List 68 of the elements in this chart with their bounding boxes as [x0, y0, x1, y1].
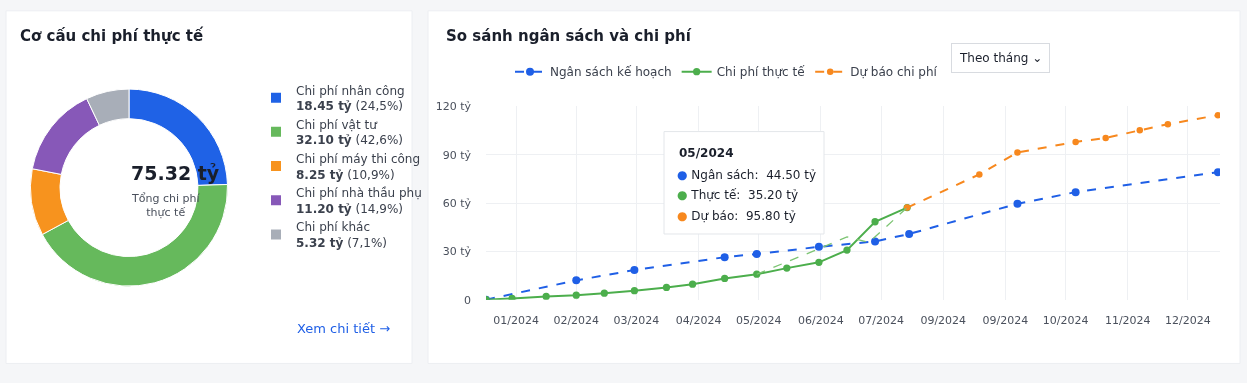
point	[630, 266, 639, 275]
annotation: ● Thực tế: 35.20 tỷ	[677, 188, 798, 202]
point	[1072, 138, 1079, 146]
annotation: ● Ngân sách: 44.50 tỷ	[677, 168, 817, 182]
point	[871, 237, 880, 246]
data-label: 5.32 tỷ (7,1%)	[296, 235, 388, 250]
x-tick-label: 03/2024	[613, 313, 660, 327]
x-tick-label: 07/2024	[858, 313, 904, 327]
chart-title: Cơ cấu chi phí thực tế	[20, 26, 204, 45]
point	[752, 249, 761, 258]
legend-label: Chi phí vật tư	[296, 117, 379, 132]
y-tick-label: 30 tỷ	[442, 245, 472, 259]
data-label: 18.45 tỷ (24,5%)	[296, 99, 404, 114]
annotation: ● Dự báo: 95.80 tỷ	[677, 209, 796, 223]
x-tick-label: 06/2024	[798, 313, 844, 327]
point	[1213, 168, 1220, 177]
text: Xem chi tiết →	[297, 321, 391, 336]
point	[600, 289, 608, 297]
x-tick-label: 04/2024	[675, 313, 722, 327]
text: 75.32 tỷ	[131, 162, 220, 184]
point	[905, 229, 914, 238]
point	[1214, 111, 1220, 119]
point	[721, 274, 729, 283]
point	[572, 291, 580, 299]
legend-label: Chi phí nhân công	[296, 83, 405, 98]
y-tick-label: 0	[464, 293, 471, 307]
point	[843, 246, 851, 254]
point	[1013, 199, 1022, 208]
x-tick-label: 10/2024	[1042, 313, 1089, 327]
x-tick-label: 05/2024	[735, 313, 782, 327]
x-tick-label: 09/2024	[920, 313, 967, 327]
point	[1102, 134, 1109, 142]
x-tick-label: 01/2024	[493, 313, 539, 327]
point	[815, 258, 823, 266]
legend-label: Ngân sách kế hoạch	[550, 65, 672, 80]
point	[542, 292, 550, 300]
annotation: 05/2024	[679, 146, 734, 160]
x-tick-label: 12/2024	[1165, 313, 1211, 327]
point	[630, 287, 639, 295]
y-tick-label: 60 tỷ	[442, 196, 472, 210]
point	[1164, 120, 1172, 128]
point	[783, 264, 791, 272]
legend-label: Dự báo chi phí	[850, 65, 938, 80]
legend-label: Chi phí khác	[296, 220, 371, 235]
x-tick-label: 11/2024	[1104, 313, 1151, 327]
x-tick-label: 02/2024	[553, 313, 600, 327]
data-label: 8.25 tỷ (10,9%)	[296, 167, 395, 182]
data-label: 32.10 tỷ (42,6%)	[296, 133, 404, 148]
legend-label: Chi phí thực tế	[716, 65, 806, 80]
point	[871, 218, 879, 226]
chart-title: So sánh ngân sách và chi phí	[446, 27, 692, 45]
point	[1136, 127, 1144, 134]
point	[688, 280, 697, 288]
point	[720, 253, 729, 262]
text: Theo tháng ⌄	[959, 51, 1043, 65]
y-tick-label: 120 tỷ	[435, 100, 472, 114]
point	[572, 276, 581, 285]
x-tick-label: 09/2024	[982, 313, 1029, 327]
y-tick-label: 90 tỷ	[442, 148, 472, 162]
legend-label: Chi phí nhà thầu phụ	[296, 186, 422, 201]
point	[508, 294, 516, 300]
point	[1014, 149, 1021, 156]
point	[814, 242, 823, 251]
point	[662, 283, 671, 292]
point	[1071, 188, 1080, 197]
point	[976, 171, 983, 178]
legend-label: Chi phí máy thi công	[296, 151, 421, 166]
data-label: 11.20 tỷ (14,9%)	[296, 201, 404, 216]
